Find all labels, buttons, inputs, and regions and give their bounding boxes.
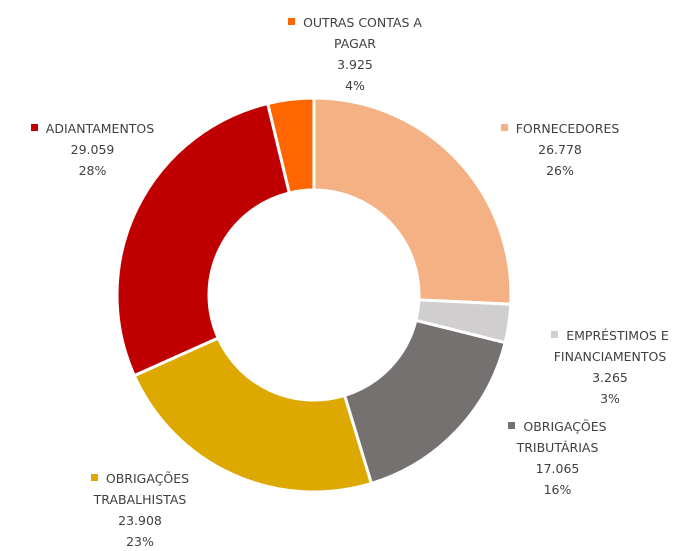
percent-label: 4% [345, 78, 365, 93]
category-name: ADIANTAMENTOS [45, 121, 155, 136]
percent-label: 16% [543, 482, 572, 497]
percent-label: 26% [546, 163, 574, 178]
data-label: EMPRÉSTIMOS E FINANCIAMENTOS 3.265 3% [535, 325, 685, 409]
legend-marker [30, 124, 38, 131]
label-name-row: FORNECEDORES [480, 118, 640, 139]
value-label: 17.065 [535, 461, 580, 476]
value-label: 3.925 [337, 57, 373, 72]
legend-marker [288, 18, 296, 25]
percent-label: 3% [600, 391, 620, 406]
legend-marker [508, 422, 516, 429]
percent-label: 23% [126, 534, 154, 549]
label-name-row: ADIANTAMENTOS [10, 118, 175, 139]
category-name: EMPRÉSTIMOS E FINANCIAMENTOS [553, 328, 669, 364]
legend-marker [500, 124, 508, 131]
label-name-row: OUTRAS CONTAS A PAGAR [270, 12, 440, 54]
data-label: OUTRAS CONTAS A PAGAR 3.925 4% [270, 12, 440, 96]
legend-marker [90, 474, 98, 481]
label-name-row: OBRIGAÇÕES TRABALHISTAS [60, 468, 220, 510]
value-label: 3.265 [592, 370, 628, 385]
donut-slice [265, 96, 316, 195]
donut-slice [342, 318, 507, 486]
percent-label: 28% [78, 163, 107, 178]
data-label: OBRIGAÇÕES TRABALHISTAS 23.908 23% [60, 468, 220, 551]
donut-slice [115, 101, 292, 378]
category-name: FORNECEDORES [515, 121, 620, 136]
data-label: OBRIGAÇÕES TRIBUTÁRIAS 17.065 16% [480, 416, 635, 500]
donut-slice [312, 96, 513, 306]
category-name: OBRIGAÇÕES TRIBUTÁRIAS [516, 419, 607, 455]
donut-slice [132, 336, 374, 494]
label-name-row: EMPRÉSTIMOS E FINANCIAMENTOS [535, 325, 685, 367]
data-label: FORNECEDORES 26.778 26% [480, 118, 640, 181]
category-name: OBRIGAÇÕES TRABALHISTAS [93, 471, 190, 507]
value-label: 26.778 [538, 142, 582, 157]
label-name-row: OBRIGAÇÕES TRIBUTÁRIAS [480, 416, 635, 458]
data-label: ADIANTAMENTOS 29.059 28% [10, 118, 175, 181]
value-label: 29.059 [70, 142, 115, 157]
category-name: OUTRAS CONTAS A PAGAR [303, 15, 422, 51]
value-label: 23.908 [118, 513, 162, 528]
legend-marker [551, 331, 559, 338]
